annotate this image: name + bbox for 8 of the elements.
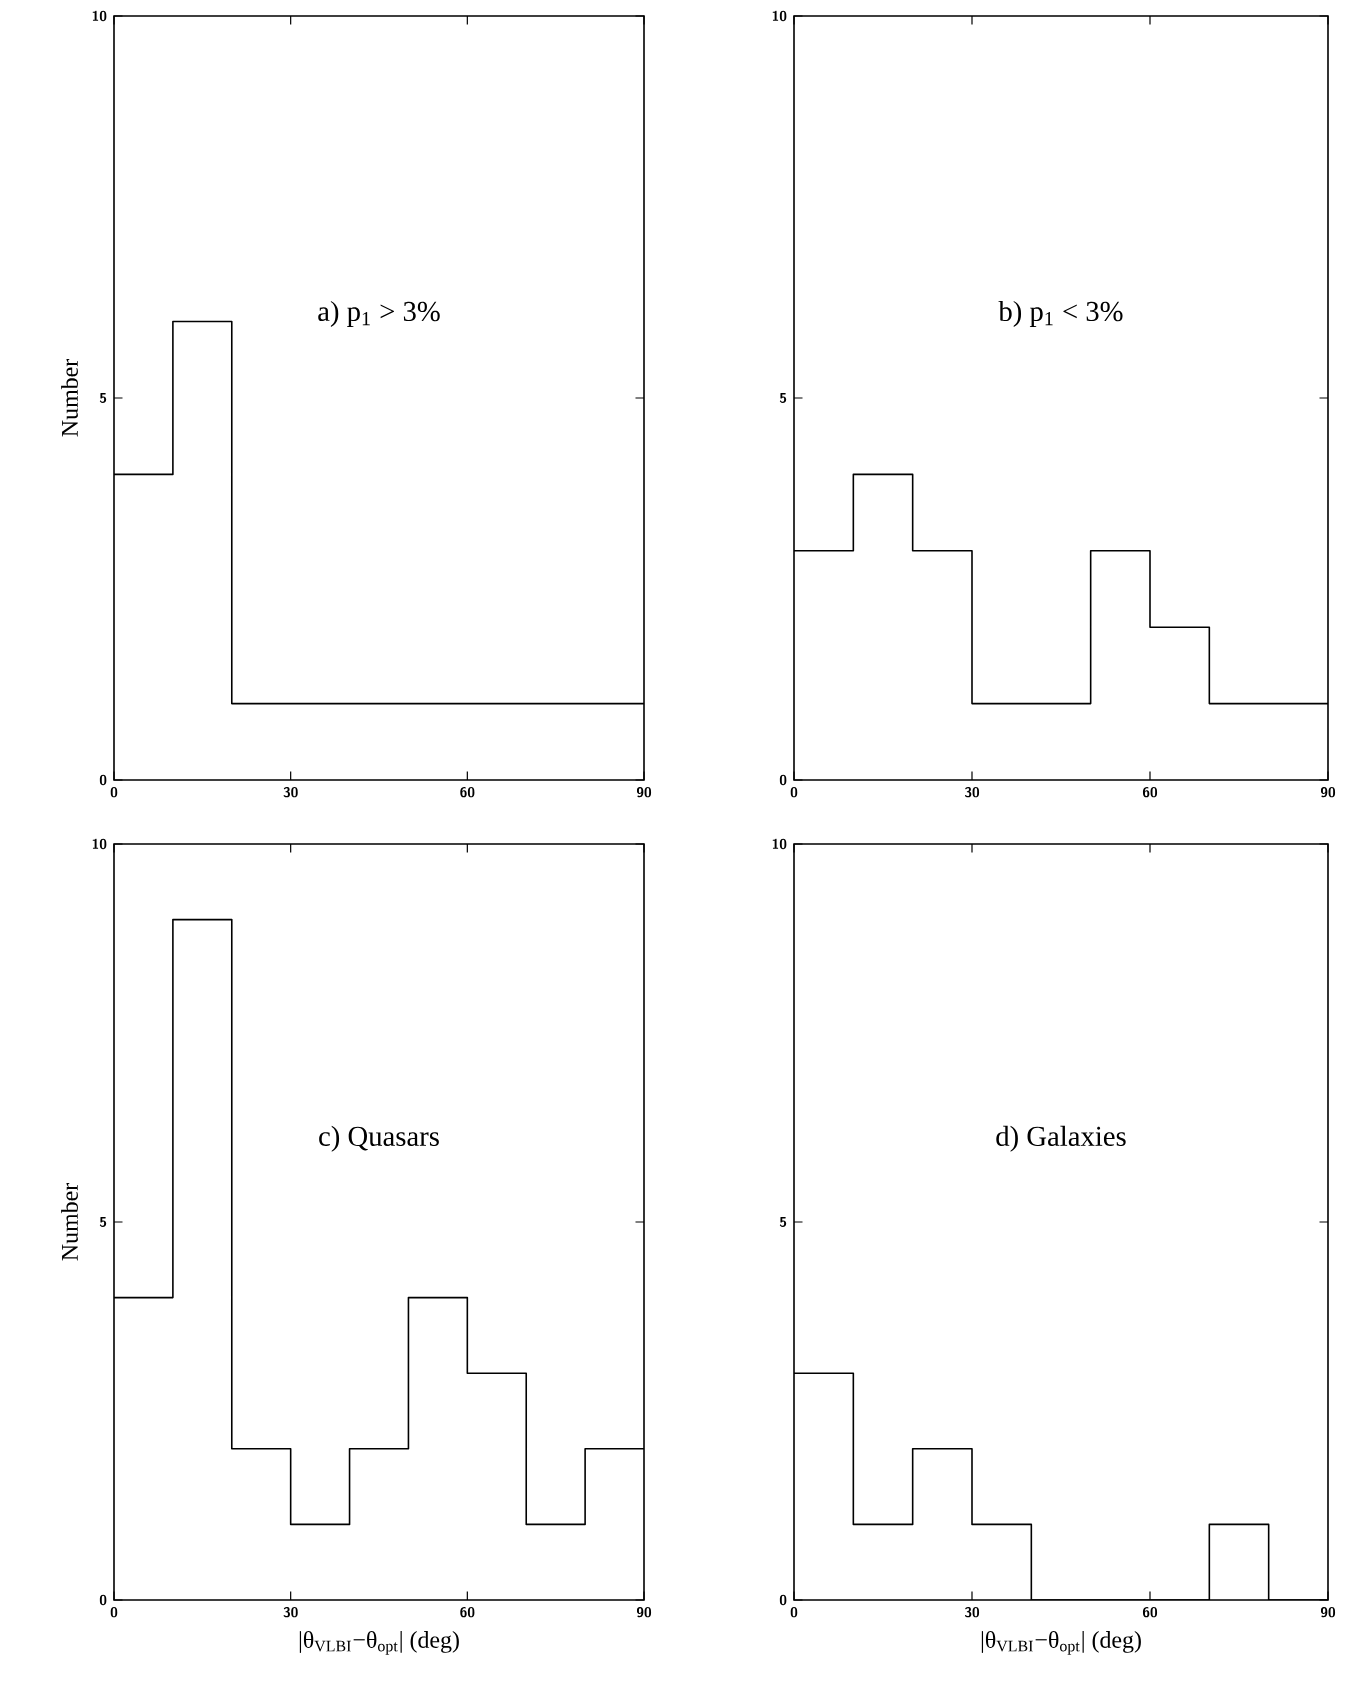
annotation: a) p$_{1}$ > 3% xyxy=(318,300,440,327)
y-axis-title: Number xyxy=(61,359,78,437)
annotation: c) Quasars xyxy=(319,1125,439,1152)
annotation: b) p$_{1}$ < 3% xyxy=(998,300,1123,327)
x-axis-title: |θ$_{VLBI}$−θ$_{opt}$| (deg) xyxy=(299,1631,459,1655)
annotation: d) Galaxies xyxy=(996,1125,1126,1152)
y-axis-title: Number xyxy=(61,1183,78,1261)
x-axis-title: |θ$_{VLBI}$−θ$_{opt}$| (deg) xyxy=(981,1631,1141,1655)
